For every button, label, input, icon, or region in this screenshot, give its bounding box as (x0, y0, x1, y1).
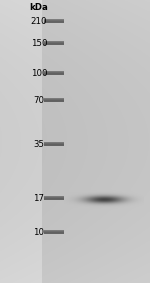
Text: 100: 100 (31, 69, 47, 78)
Text: 210: 210 (31, 17, 47, 26)
Text: 70: 70 (33, 96, 45, 105)
Text: 35: 35 (33, 140, 45, 149)
Text: 10: 10 (33, 228, 45, 237)
Text: 150: 150 (31, 39, 47, 48)
Text: 17: 17 (33, 194, 45, 203)
Text: kDa: kDa (30, 3, 48, 12)
